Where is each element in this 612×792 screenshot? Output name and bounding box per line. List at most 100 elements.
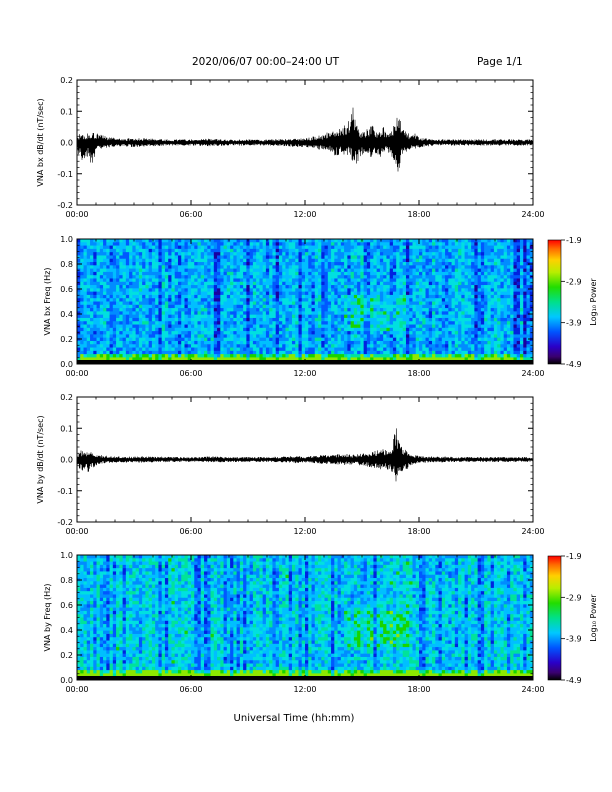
- spectrogram-cell: [197, 265, 202, 269]
- spectrogram-cell: [441, 294, 446, 299]
- spectrogram-cell: [477, 294, 482, 299]
- spectrogram-cell: [464, 278, 469, 283]
- spectrogram-cell: [373, 317, 377, 322]
- spectrogram-cell: [291, 308, 296, 312]
- spectrogram-cell: [526, 321, 531, 325]
- spectrogram-cell: [125, 337, 130, 342]
- spectrogram-cell: [164, 347, 169, 352]
- spectrogram-cell: [246, 337, 250, 342]
- spectrogram-cell: [510, 321, 514, 325]
- spectrogram-cell: [138, 334, 143, 338]
- spectrogram-cell: [77, 294, 81, 299]
- spectrogram-cell: [265, 242, 270, 246]
- spectrogram-cell: [383, 245, 387, 250]
- spectrogram-cell: [357, 255, 361, 260]
- spectrogram-cell: [109, 321, 114, 325]
- spectrogram-cell: [236, 314, 241, 319]
- spectrogram-cell: [191, 344, 195, 348]
- spectrogram-cell: [340, 294, 345, 299]
- spectrogram-cell: [510, 239, 514, 243]
- spectrogram-cell: [86, 278, 91, 283]
- spectrogram-cell: [230, 281, 234, 286]
- spectrogram-cell: [448, 314, 452, 319]
- spectrogram-cell: [324, 308, 329, 312]
- spectrogram-cell: [422, 291, 426, 296]
- spectrogram-cell: [376, 350, 381, 355]
- spectrogram-cell: [311, 281, 316, 286]
- spectrogram-cell: [259, 255, 263, 260]
- spectrogram-cell: [77, 281, 81, 286]
- spectrogram-cell: [432, 327, 436, 332]
- spectrogram-cell: [119, 331, 123, 335]
- spectrogram-cell: [344, 239, 348, 243]
- spectrogram-cell: [487, 347, 491, 352]
- spectrogram-cell: [204, 314, 208, 319]
- spectrogram-cell: [305, 301, 309, 306]
- spectrogram-cell: [510, 311, 514, 315]
- spectrogram-cell: [213, 294, 218, 299]
- spectrogram-cell: [458, 248, 462, 253]
- spectrogram-cell: [272, 268, 276, 273]
- spectrogram-cell: [236, 268, 241, 273]
- spectrogram-cell: [506, 304, 511, 309]
- spectrogram-cell: [116, 340, 120, 345]
- spectrogram-cell: [174, 281, 179, 286]
- spectrogram-cell: [386, 285, 390, 289]
- spectrogram-cell: [171, 344, 176, 348]
- spectrogram-cell: [396, 314, 400, 319]
- spectrogram-cell: [220, 317, 224, 322]
- spectrogram-cell: [103, 278, 107, 283]
- spectrogram-cell: [155, 331, 159, 335]
- spectrogram-cell: [262, 258, 267, 263]
- spectrogram-cell: [350, 314, 355, 319]
- spectrogram-cell: [275, 304, 280, 309]
- spectrogram-cell: [226, 321, 231, 325]
- spectrogram-cell: [428, 288, 433, 292]
- spectrogram-cell: [77, 301, 81, 306]
- spectrogram-cell: [181, 268, 185, 273]
- spectrogram-cell: [269, 317, 273, 322]
- spectrogram-cell: [236, 245, 241, 250]
- spectrogram-cell: [321, 311, 325, 315]
- spectrogram-cell: [516, 324, 521, 329]
- spectrogram-cell: [340, 258, 345, 263]
- spectrogram-cell: [383, 239, 387, 243]
- spectrogram-cell: [217, 245, 221, 250]
- spectrogram-cell: [288, 301, 293, 306]
- spectrogram-cell: [106, 285, 110, 289]
- spectrogram-cell: [269, 265, 273, 269]
- spectrogram-cell: [246, 268, 250, 273]
- spectrogram-cell: [519, 268, 524, 273]
- spectrogram-cell: [409, 340, 413, 345]
- spectrogram-cell: [477, 278, 482, 283]
- spectrogram-cell: [337, 239, 342, 243]
- spectrogram-cell: [145, 334, 149, 338]
- spectrogram-cell: [83, 252, 88, 256]
- spectrogram-cell: [174, 347, 179, 352]
- spectrogram-cell: [112, 350, 117, 355]
- spectrogram-cell: [376, 294, 381, 299]
- spectrogram-cell: [432, 347, 436, 352]
- spectrogram-cell: [526, 311, 531, 315]
- spectrogram-cell: [213, 301, 218, 306]
- spectrogram-cell: [519, 347, 524, 352]
- spectrogram-cell: [200, 324, 205, 329]
- spectrogram-cell: [138, 294, 143, 299]
- spectrogram-cell: [171, 285, 176, 289]
- spectrogram-cell: [389, 331, 394, 335]
- spectrogram-cell: [373, 291, 377, 296]
- spectrogram-cell: [344, 324, 348, 329]
- spectrogram-cell: [230, 252, 234, 256]
- spectrogram-cell: [314, 337, 319, 342]
- spectrogram-cell: [432, 281, 436, 286]
- spectrogram-cell: [161, 317, 166, 322]
- spectrogram-cell: [174, 285, 179, 289]
- spectrogram-cell: [197, 258, 202, 263]
- spectrogram-cell: [370, 265, 374, 269]
- spectrogram-cell: [428, 298, 433, 302]
- spectrogram-cell: [217, 334, 221, 338]
- spectrogram-cell: [291, 248, 296, 253]
- spectrogram-cell: [96, 324, 101, 329]
- spectrogram-cell: [210, 308, 215, 312]
